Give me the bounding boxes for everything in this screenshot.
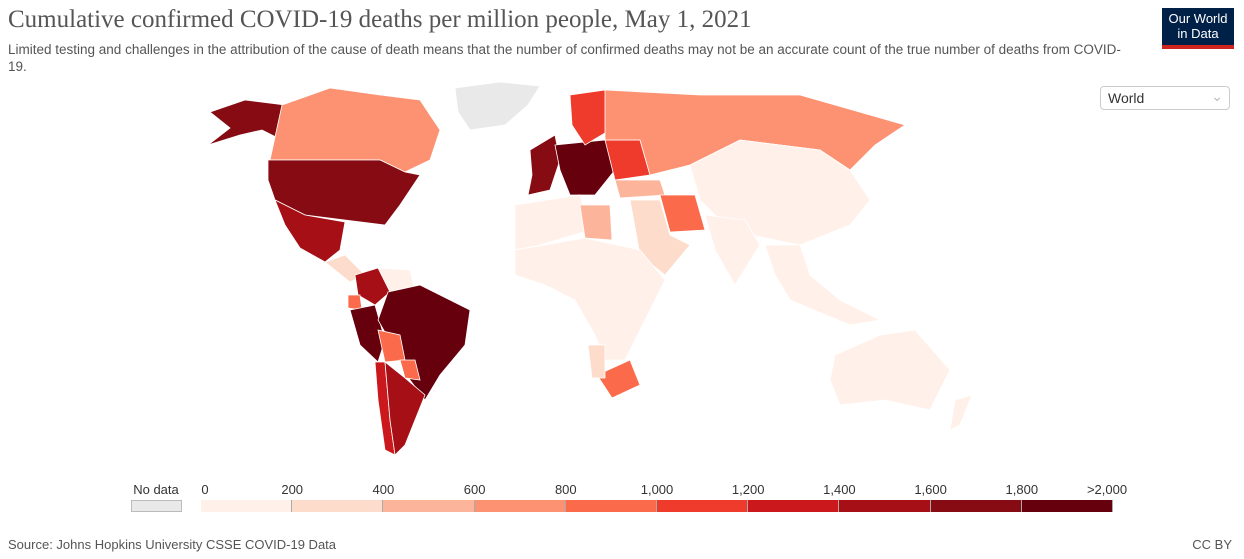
legend-tick-label: 1,600 — [914, 482, 947, 497]
region-namibia[interactable] — [587, 344, 606, 379]
region-alaska[interactable] — [207, 99, 286, 146]
legend-bin-6[interactable] — [748, 500, 840, 512]
legend-no-data-label: No data — [133, 482, 179, 497]
region-south-africa[interactable] — [596, 359, 641, 399]
region-libya[interactable] — [579, 204, 613, 241]
region-western-europe[interactable] — [527, 134, 561, 196]
legend-bin-0[interactable] — [201, 500, 293, 512]
license-link[interactable]: CC BY — [1192, 537, 1232, 552]
legend-no-data-swatch[interactable] — [131, 500, 182, 512]
region-southeast-asia[interactable] — [764, 244, 882, 326]
legend-tick-label: 600 — [463, 482, 486, 497]
legend-tick-label: >2,000 — [1086, 482, 1128, 497]
region-north-africa[interactable] — [514, 194, 591, 251]
legend-bin-4[interactable] — [565, 500, 657, 512]
chart-subtitle: Limited testing and challenges in the at… — [8, 42, 1121, 74]
legend-bin-5[interactable] — [657, 500, 749, 512]
owid-logo[interactable]: Our World in Data — [1162, 8, 1234, 49]
region-colombia[interactable] — [354, 267, 391, 306]
region-united-states[interactable] — [267, 159, 421, 226]
region-turkey[interactable] — [614, 179, 666, 199]
chart-title: Cumulative confirmed COVID-19 deaths per… — [8, 6, 752, 33]
region-scandinavia[interactable] — [569, 89, 611, 146]
world-map[interactable] — [0, 0, 1244, 480]
legend-tick-label: 800 — [554, 482, 577, 497]
legend-bin-3[interactable] — [474, 500, 566, 512]
region-australia[interactable] — [829, 329, 951, 411]
region-new-zealand[interactable] — [949, 394, 973, 431]
region-argentina[interactable] — [384, 361, 426, 456]
legend-tick-label: 1,800 — [1005, 482, 1039, 497]
region-peru[interactable] — [349, 304, 386, 363]
region-sub-saharan-africa[interactable] — [514, 237, 666, 361]
legend-bin-8[interactable] — [930, 500, 1022, 512]
legend-tick-label: 200 — [281, 482, 304, 497]
region-greenland[interactable] — [454, 81, 541, 131]
region-select-value: World — [1108, 90, 1145, 106]
legend-tick-label: 1,000 — [640, 482, 674, 497]
legend-bin-2[interactable] — [383, 500, 475, 512]
legend-tick-label: 1,400 — [823, 482, 856, 497]
region-canada[interactable] — [269, 87, 441, 173]
region-central-europe[interactable] — [554, 139, 616, 196]
region-select[interactable]: World ⌄ — [1100, 86, 1230, 110]
region-iran[interactable] — [659, 194, 706, 233]
legend-bin-9[interactable] — [1021, 500, 1113, 512]
legend-tick-label: 1,200 — [731, 482, 765, 497]
chevron-down-icon: ⌄ — [1211, 88, 1223, 104]
legend-tick-label: 400 — [372, 482, 395, 497]
source-note: Source: Johns Hopkins University CSSE CO… — [8, 537, 337, 552]
legend-bin-7[interactable] — [839, 500, 931, 512]
region-india[interactable] — [704, 214, 761, 286]
legend-tick-label: 0 — [201, 482, 209, 497]
legend-bin-1[interactable] — [292, 500, 384, 512]
region-paraguay[interactable] — [399, 359, 421, 381]
region-mexico[interactable] — [274, 199, 346, 263]
